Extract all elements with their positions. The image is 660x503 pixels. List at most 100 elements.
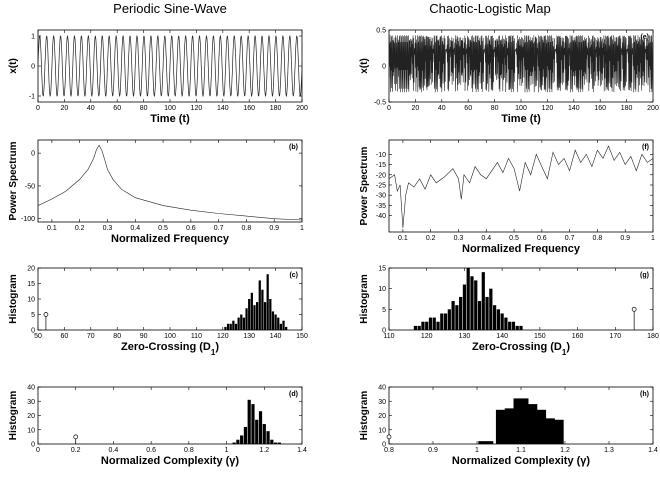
chart-panel-h: 0.8 0.9 1 1.1 1.2 1.3 1.4 0 10 20 30 40 Normalized C… <box>359 385 658 468</box>
x-tick-label: 160 <box>594 105 606 112</box>
x-tick-label: 160 <box>243 105 255 112</box>
panel-label: (c) <box>289 272 298 279</box>
histogram-bar <box>243 426 248 444</box>
y-tick-label: -15 <box>376 162 386 169</box>
y-tick-label: 10 <box>378 286 386 293</box>
histogram-bar <box>511 321 516 330</box>
histogram-bar <box>421 321 425 330</box>
x-tick-label: 0.8 <box>593 235 603 242</box>
x-tick-label: 40 <box>438 105 446 112</box>
series-line <box>38 34 302 98</box>
panel-label: (h) <box>640 391 649 398</box>
histogram-bar <box>229 323 232 330</box>
histogram-bar <box>466 268 470 330</box>
x-tick-label: 100 <box>164 105 176 112</box>
stem-marker <box>43 312 49 317</box>
histogram-bar <box>447 309 451 330</box>
chart-panel-b: 0.1 0.2 0.3 0.4 0.5 0.6 0.7 0.8 0.9 1 0 -50 -100 Norm… <box>8 139 304 245</box>
histogram-bar <box>250 292 253 330</box>
chart-panel-d: 0 0.2 0.4 0.6 0.8 1 1.2 1.4 0 10 20 30 40 Normalized … <box>8 385 307 468</box>
y-tick-label: 0 <box>31 328 35 335</box>
x-tick-label: 0.9 <box>428 447 438 454</box>
histogram-bar <box>242 317 246 330</box>
histogram-bar <box>436 321 440 330</box>
chart-panel-f: 0.1 0.2 0.3 0.4 0.5 0.6 0.7 0.8 0.9 1 -10 -15 -20 -25… <box>359 139 655 255</box>
y-tick-label: -10 <box>376 152 386 159</box>
panel-label: (g) <box>640 272 649 279</box>
histogram-bar <box>266 431 270 444</box>
series-line <box>389 145 653 228</box>
x-tick-label: 60 <box>464 105 472 112</box>
y-axis-label: x(t) <box>359 58 370 74</box>
y-tick-label: 30 <box>27 399 35 406</box>
x-tick-label: 160 <box>572 333 584 340</box>
x-tick-label: 0.4 <box>130 225 140 232</box>
x-tick-label: 200 <box>647 105 659 112</box>
y-tick-label: -20 <box>376 172 386 179</box>
histogram-bar <box>285 326 288 330</box>
histogram-bar <box>240 435 244 444</box>
x-tick-label: 1 <box>300 225 304 232</box>
x-tick-label: 0.3 <box>103 225 113 232</box>
y-axis-label: Histogram <box>359 391 370 441</box>
plot-frame <box>37 139 303 223</box>
histogram-bar <box>477 301 482 330</box>
x-axis-label: Zero-Crossing (D1) <box>472 341 570 357</box>
y-tick-label: 10 <box>378 427 386 434</box>
histogram-bar <box>496 309 500 330</box>
histogram-bar <box>432 317 436 330</box>
histogram-bar <box>262 424 266 444</box>
x-tick-label: 70 <box>87 333 95 340</box>
histogram-bar <box>247 399 251 444</box>
panel-label: (d) <box>289 391 298 398</box>
histogram-bar <box>519 325 523 330</box>
histogram-bar <box>240 314 243 330</box>
y-axis-label: Histogram <box>8 274 19 324</box>
x-tick-label: 110 <box>191 333 202 340</box>
x-tick-label: 0.8 <box>384 447 394 454</box>
histogram-bar <box>451 301 455 330</box>
x-axis-label: Normalized Complexity (γ) <box>452 455 590 467</box>
x-tick-label: 80 <box>140 105 148 112</box>
x-tick-label: 1.4 <box>648 447 658 454</box>
x-axis-label: Time (t) <box>501 113 541 125</box>
y-tick-label: 0.5 <box>376 28 386 35</box>
x-tick-label: 140 <box>568 105 580 112</box>
series-line <box>389 35 653 93</box>
x-tick-label: 180 <box>270 105 282 112</box>
y-tick-label: -30 <box>376 193 386 200</box>
x-tick-label: 120 <box>421 333 433 340</box>
x-tick-label: 0.7 <box>565 235 575 242</box>
y-tick-label: 0 <box>382 328 386 335</box>
x-tick-label: 1.1 <box>516 447 526 454</box>
histogram-bar <box>274 314 277 330</box>
x-tick-label: 0.5 <box>509 235 519 242</box>
histogram-bar <box>237 317 240 330</box>
plot-frame <box>37 386 303 445</box>
x-tick-label: 170 <box>609 333 621 340</box>
histogram-bar <box>548 419 564 444</box>
x-tick-label: 120 <box>542 105 554 112</box>
histogram-bar <box>270 439 274 444</box>
y-tick-label: 30 <box>378 399 386 406</box>
y-tick-label: 15 <box>378 266 386 273</box>
histogram-bar <box>273 442 278 444</box>
histogram-bar <box>261 289 264 330</box>
x-tick-label: 0 <box>36 105 40 112</box>
histogram-bar <box>492 305 497 330</box>
histogram-bar <box>266 274 269 330</box>
x-tick-label: 40 <box>87 105 95 112</box>
x-tick-label: 0.2 <box>426 235 436 242</box>
x-tick-label: 1.4 <box>297 447 307 454</box>
y-tick-label: 20 <box>27 413 35 420</box>
x-tick-label: 100 <box>164 333 176 340</box>
x-tick-label: 0.1 <box>398 235 408 242</box>
x-tick-label: 0 <box>387 105 391 112</box>
plot-frame <box>388 267 654 331</box>
histogram-bar <box>251 404 255 444</box>
histogram-bar <box>269 299 272 330</box>
x-tick-label: 1.3 <box>604 447 614 454</box>
left-column-title: Periodic Sine-Wave <box>113 1 227 16</box>
y-tick-label: -100 <box>21 216 35 223</box>
x-axis-label: Normalized Frequency <box>111 233 230 245</box>
